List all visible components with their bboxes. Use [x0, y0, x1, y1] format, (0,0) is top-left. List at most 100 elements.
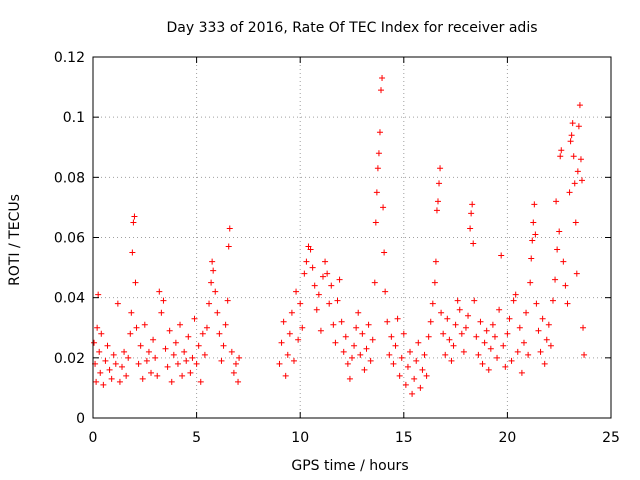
- data-point: [462, 324, 469, 331]
- data-point: [95, 291, 102, 298]
- data-point: [355, 309, 362, 316]
- data-point: [359, 330, 366, 337]
- data-point: [434, 198, 441, 205]
- data-point: [212, 288, 219, 295]
- data-point: [336, 276, 343, 283]
- data-point: [576, 102, 583, 109]
- data-point: [288, 309, 295, 316]
- data-point: [230, 369, 237, 376]
- data-point: [206, 300, 213, 307]
- data-point: [342, 333, 349, 340]
- data-point: [96, 348, 103, 355]
- data-point: [556, 228, 563, 235]
- data-point: [116, 378, 123, 385]
- data-point: [97, 369, 104, 376]
- data-point: [487, 345, 494, 352]
- data-point: [427, 318, 434, 325]
- data-point: [100, 381, 107, 388]
- y-axis-label: ROTI / TECUs: [7, 194, 23, 286]
- data-point: [203, 324, 210, 331]
- data-point: [137, 342, 144, 349]
- data-point: [121, 348, 128, 355]
- data-point: [483, 327, 490, 334]
- data-point: [375, 150, 382, 157]
- data-point: [317, 327, 324, 334]
- data-point: [502, 363, 509, 370]
- data-point: [432, 258, 439, 265]
- data-point: [278, 339, 285, 346]
- x-tick-label: 20: [498, 430, 516, 446]
- data-point: [139, 375, 146, 382]
- data-point: [415, 339, 422, 346]
- data-point: [286, 330, 293, 337]
- data-point: [133, 324, 140, 331]
- data-point: [384, 318, 391, 325]
- data-point: [218, 357, 225, 364]
- data-point: [220, 342, 227, 349]
- data-point: [309, 264, 316, 271]
- x-tick-label: 15: [395, 430, 413, 446]
- data-point: [558, 147, 565, 154]
- data-point: [581, 351, 588, 358]
- data-point: [340, 348, 347, 355]
- data-point: [508, 357, 515, 364]
- data-point: [465, 312, 472, 319]
- data-point: [471, 297, 478, 304]
- data-point: [473, 333, 480, 340]
- data-point: [130, 219, 137, 226]
- axis-ticks: [92, 56, 612, 419]
- data-point: [232, 360, 239, 367]
- data-point: [91, 339, 98, 346]
- data-point: [400, 330, 407, 337]
- data-point: [305, 243, 312, 250]
- data-point: [344, 360, 351, 367]
- data-point: [553, 198, 560, 205]
- data-point: [93, 378, 100, 385]
- data-point: [226, 225, 233, 232]
- data-point: [446, 336, 453, 343]
- data-point: [562, 282, 569, 289]
- data-point: [527, 279, 534, 286]
- data-point: [379, 75, 386, 82]
- data-point: [123, 372, 130, 379]
- data-point: [578, 177, 585, 184]
- data-point: [394, 315, 401, 322]
- data-point: [378, 87, 385, 94]
- data-point: [381, 249, 388, 256]
- data-point: [295, 336, 302, 343]
- data-point: [154, 372, 161, 379]
- data-point: [193, 360, 200, 367]
- data-point: [108, 375, 115, 382]
- data-point: [530, 219, 537, 226]
- data-point: [315, 291, 322, 298]
- data-point: [407, 348, 414, 355]
- data-point: [235, 378, 242, 385]
- data-point: [417, 384, 424, 391]
- data-point: [141, 321, 148, 328]
- data-point: [529, 237, 536, 244]
- data-point: [514, 348, 521, 355]
- data-point: [376, 129, 383, 136]
- data-point: [525, 351, 532, 358]
- data-point: [185, 333, 192, 340]
- data-point: [398, 354, 405, 361]
- data-point: [102, 357, 109, 364]
- data-point: [351, 342, 358, 349]
- data-point: [413, 357, 420, 364]
- data-point: [110, 351, 117, 358]
- data-point: [224, 297, 231, 304]
- data-point: [506, 315, 513, 322]
- data-point: [361, 366, 368, 373]
- data-point: [183, 357, 190, 364]
- data-point: [532, 231, 539, 238]
- data-point: [297, 300, 304, 307]
- data-point: [533, 300, 540, 307]
- data-point: [353, 324, 360, 331]
- data-point: [491, 333, 498, 340]
- data-point: [166, 327, 173, 334]
- data-point: [419, 366, 426, 373]
- data-point: [313, 306, 320, 313]
- data-point: [460, 348, 467, 355]
- data-point: [557, 153, 564, 160]
